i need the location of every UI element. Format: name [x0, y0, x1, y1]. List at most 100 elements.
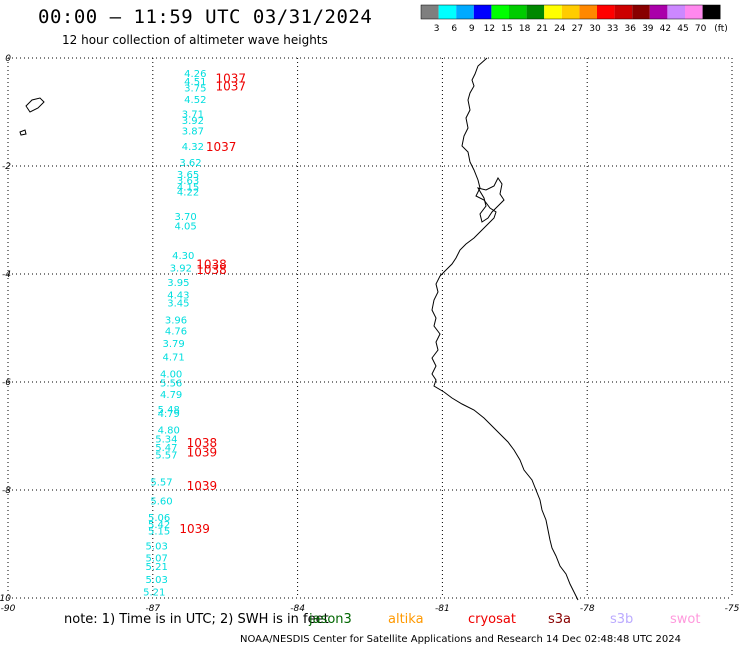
legend-bin-label: 21: [536, 24, 547, 34]
wind-speed-label: 1039: [179, 522, 210, 536]
wave-height-label: 3.92: [170, 263, 192, 274]
legend-swatch: [544, 5, 562, 19]
legend-swatch: [632, 5, 650, 19]
legend-swatch: [509, 5, 527, 19]
guayaquil-gulf-coast: [476, 177, 505, 223]
wave-height-label: 3.79: [162, 339, 184, 350]
wave-height-legend: 3 6 9 12 15 18 21 24 27 30 33 36 39 42 45 70 (ft): [420, 4, 728, 34]
wave-height-label: 3.65: [177, 170, 199, 181]
legend-bin-label: 6: [451, 24, 457, 34]
lat-tick-label: -6: [2, 378, 11, 388]
legend-bin-label: 24: [554, 24, 566, 34]
coastline: [19, 57, 579, 601]
legend-bin-label: 36: [624, 24, 636, 34]
wave-height-label: 5.57: [150, 478, 172, 489]
lat-tick-label: -2: [2, 162, 11, 172]
legend-bin-label: 39: [642, 24, 654, 34]
legend-bin-label: 33: [607, 24, 618, 34]
lat-lon-grid: [7, 57, 733, 599]
wave-height-label: 4.32: [182, 142, 204, 153]
legend-bin-label: 30: [589, 24, 601, 34]
wave-height-label: 3.62: [179, 158, 201, 169]
wave-height-label: 5.03: [146, 541, 168, 552]
wave-height-label: 5.07: [146, 553, 168, 564]
wave-height-label: 4.15: [177, 182, 199, 193]
legend-swatch: [561, 5, 580, 19]
satellite-altika: altika: [388, 612, 424, 627]
lon-tick-label: -90: [1, 604, 16, 614]
legend-bin-label: 18: [519, 24, 531, 34]
wind-speed-label: 1038: [196, 258, 227, 272]
legend-swatch: [526, 5, 545, 19]
legend-swatch: [456, 5, 474, 19]
legend-swatch: [491, 5, 509, 19]
wind-speed-label: 1037: [216, 71, 247, 85]
legend-bin-label: 45: [677, 24, 688, 34]
wave-height-label: 3.87: [182, 127, 204, 138]
wave-height-label: 4.30: [172, 251, 194, 262]
wave-height-label: 5.60: [150, 497, 172, 508]
wave-height-label: 5.15: [148, 526, 170, 537]
wave-height-label: 4.52: [184, 95, 206, 106]
satellite-jason3: jason3: [309, 612, 352, 627]
wave-height-label: 3.63: [177, 176, 199, 187]
wind-speed-label: 1038: [196, 263, 227, 277]
lon-tick-label: -81: [435, 604, 450, 614]
legend-swatch: [667, 5, 685, 19]
wave-height-label: 4.00: [160, 370, 182, 381]
legend-bin-label: 15: [501, 24, 512, 34]
wind-speed-label: 1039: [187, 446, 218, 460]
legend-unit: (ft): [714, 24, 728, 34]
legend-swatch: [473, 5, 492, 19]
lat-tick-label: -10: [0, 594, 11, 604]
wave-height-label: 4.51: [184, 77, 206, 88]
wave-height-label: 4.80: [158, 425, 180, 436]
wave-height-label: 3.45: [167, 298, 189, 309]
wave-height-label: 4.79: [160, 390, 182, 401]
south-america-coastline: [431, 57, 579, 601]
map-subtitle: 12 hour collection of altimeter wave hei…: [62, 33, 328, 47]
wave-height-label: 5.06: [148, 513, 170, 524]
legend-swatch: [421, 5, 439, 19]
wave-height-label: 3.92: [182, 116, 204, 127]
wave-height-label: 4.05: [175, 222, 197, 233]
wave-height-label: 4.22: [177, 188, 199, 199]
lat-tick-label: -4: [2, 270, 11, 280]
satellite-cryosat: cryosat: [468, 612, 516, 627]
legend-swatch: [438, 5, 457, 19]
lon-tick-label: -78: [580, 604, 595, 614]
wave-height-label: 3.96: [165, 316, 187, 327]
legend-bin-label: 27: [572, 24, 583, 34]
legend-swatch: [614, 5, 633, 19]
axis-ticks: -90 -87 -84 -81 -78 -75 0 -2 -4 -6 -8 -10: [0, 54, 740, 614]
wind-speed-label: 1037: [206, 140, 237, 154]
legend-bin-label: 9: [469, 24, 475, 34]
wave-height-labels: 4.264.513.754.523.713.923.874.323.623.65…: [143, 69, 206, 598]
wave-height-label: 5.03: [146, 575, 168, 586]
wave-height-label: 5.42: [148, 520, 170, 531]
wave-height-label: 3.95: [167, 278, 189, 289]
legend-frame: [420, 4, 721, 20]
legend-swatch: [597, 5, 615, 19]
wave-height-label: 4.76: [165, 326, 187, 337]
legend-bin-label: 3: [434, 24, 440, 34]
wave-height-label: 5.34: [155, 434, 177, 445]
wave-height-label: 5.21: [143, 587, 165, 598]
satellite-swot: swot: [670, 612, 701, 627]
footnote: note: 1) Time is in UTC; 2) SWH is in fe…: [64, 612, 329, 627]
galapagos-islet: [19, 129, 27, 136]
wave-height-label: 4.26: [184, 69, 206, 80]
wind-speed-label: 1037: [216, 79, 247, 93]
legend-bin-label: 42: [660, 24, 671, 34]
wave-height-label: 5.57: [155, 451, 177, 462]
lat-tick-label: -8: [2, 486, 11, 496]
satellite-s3a: s3a: [548, 612, 572, 627]
legend-bin-label: 12: [484, 24, 495, 34]
wind-speed-label: 1039: [187, 479, 218, 493]
wave-height-label: 5.48: [158, 405, 180, 416]
legend-swatch: [649, 5, 668, 19]
wave-height-label: 4.71: [162, 352, 184, 363]
wave-height-label: 3.71: [182, 109, 204, 120]
legend-swatch: [702, 5, 721, 19]
